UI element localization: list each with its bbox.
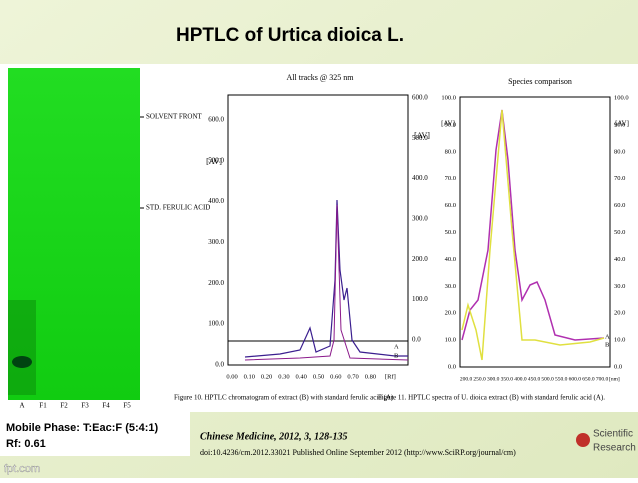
tick-label: 200.0 <box>208 279 224 287</box>
tick-label: 450.0 <box>528 376 541 382</box>
tick-label: 600.0 <box>208 116 224 124</box>
tick-label: 0.60 <box>330 373 341 380</box>
tick-label: 0.40 <box>296 373 307 380</box>
rf-value: Rf: 0.61 <box>6 438 46 450</box>
lane-label: F1 <box>39 402 47 410</box>
tick-label: 550.0 <box>555 376 568 382</box>
axis-label: [AV] <box>441 120 455 128</box>
track-label: A <box>394 343 399 350</box>
tick-label: 10.0 <box>445 337 456 344</box>
lane-label: F3 <box>81 402 89 410</box>
tick-label: 600.0 <box>412 94 428 102</box>
tick-label: 30.0 <box>614 283 625 290</box>
tick-label: 0.50 <box>313 373 324 380</box>
trace-a <box>244 204 409 361</box>
logo-text: Research <box>593 443 636 454</box>
track-label: A <box>605 333 610 340</box>
marker-label: STD. FERULIC ACID <box>146 204 210 212</box>
trace-a <box>461 109 605 361</box>
tick-label: 20.0 <box>614 310 625 317</box>
watermark: fpt.com <box>4 463 40 475</box>
tick-label: 500.0 <box>208 156 224 164</box>
tick-label: 400.0 <box>208 197 224 205</box>
tick-label: 40.0 <box>445 256 456 263</box>
tick-label: 90.0 <box>614 121 625 128</box>
tick-label: 60.0 <box>445 202 456 209</box>
tick-label: 300.0 <box>208 238 224 246</box>
tick-label: 0.0 <box>448 363 456 370</box>
doi: doi:10.4236/cm.2012.33021 Published Onli… <box>200 448 516 457</box>
tick-label: 50.0 <box>614 229 625 236</box>
axis-label: [AV] <box>206 157 222 166</box>
tick-label: 0.0 <box>215 360 224 368</box>
tick-label: 100.0 <box>441 94 456 101</box>
tick-label: 400.0 <box>514 376 527 382</box>
spot <box>12 356 32 368</box>
axis-unit: [Rf] <box>385 373 396 380</box>
tick-label: 0.0 <box>412 335 421 343</box>
track-label: B <box>605 341 610 348</box>
lane-label: F5 <box>123 402 131 410</box>
tick-label: 100.0 <box>412 295 428 303</box>
tick-label: 0.10 <box>244 373 255 380</box>
journal: Chinese Medicine, 2012, 3, 128-135 <box>200 431 348 442</box>
tick-label: 30.0 <box>445 283 456 290</box>
tick-label: 20.0 <box>445 310 456 317</box>
tick-label: 500.0 <box>541 376 554 382</box>
slide-title: HPTLC of Urtica dioica L. <box>176 25 404 46</box>
tick-label: 0.20 <box>261 373 272 380</box>
marker-label: SOLVENT FRONT <box>146 113 203 121</box>
axes-frame <box>227 94 409 366</box>
tick-label: 500.0 <box>412 134 428 142</box>
tick-label: 0.80 <box>365 373 376 380</box>
tick-label: 200.0 <box>460 376 473 382</box>
tick-label: 100.0 <box>614 94 629 101</box>
tick-label: 400.0 <box>412 174 428 182</box>
tick-label: 250.0 <box>473 376 486 382</box>
axis-label: [AV] <box>615 120 629 128</box>
tick-label: 0.0 <box>614 363 622 370</box>
tick-label: 70.0 <box>445 175 456 182</box>
figure-title: All tracks @ 325 nm <box>287 73 355 82</box>
lane-label: F4 <box>102 402 110 410</box>
tick-label: 80.0 <box>445 148 456 155</box>
axis-unit: [nm] <box>609 376 620 382</box>
tick-label: 600.0 <box>569 376 582 382</box>
logo-text: Scientific <box>593 429 633 440</box>
tick-label: 300.0 <box>487 376 500 382</box>
tick-label: 100.0 <box>208 320 224 328</box>
tick-label: 0.70 <box>347 373 358 380</box>
tick-label: 650.0 <box>582 376 595 382</box>
tick-label: 700.0 <box>596 376 609 382</box>
tick-label: 10.0 <box>614 337 625 344</box>
mobile-phase: Mobile Phase: T:Eac:F (5:4:1) <box>6 422 159 434</box>
axis-label: [AV] <box>414 131 430 140</box>
tick-label: 70.0 <box>614 175 625 182</box>
tick-label: 200.0 <box>412 255 428 263</box>
logo-icon <box>576 433 590 447</box>
tick-label: 0.00 <box>226 373 237 380</box>
tick-label: 80.0 <box>614 148 625 155</box>
tick-label: 350.0 <box>501 376 514 382</box>
lane-label: A <box>19 402 24 410</box>
figure-caption: Figure 10. HPTLC chromatogram of extract… <box>174 394 395 402</box>
figure-title: Species comparison <box>508 77 572 86</box>
axes-frame <box>459 96 611 368</box>
tick-label: 60.0 <box>614 202 625 209</box>
tick-label: 0.30 <box>278 373 289 380</box>
tick-label: 90.0 <box>445 121 456 128</box>
tick-label: 40.0 <box>614 256 625 263</box>
mobile-phase-box <box>0 412 190 456</box>
tick-label: 300.0 <box>412 215 428 223</box>
track-label: B <box>394 352 399 359</box>
figure-caption: Figure 11. HPTLC spectra of U. dioica ex… <box>378 394 605 402</box>
tick-label: 50.0 <box>445 229 456 236</box>
lane-shadow <box>8 300 36 395</box>
lane-label: F2 <box>60 402 68 410</box>
trace-b <box>461 109 605 341</box>
trace-b <box>244 199 408 358</box>
